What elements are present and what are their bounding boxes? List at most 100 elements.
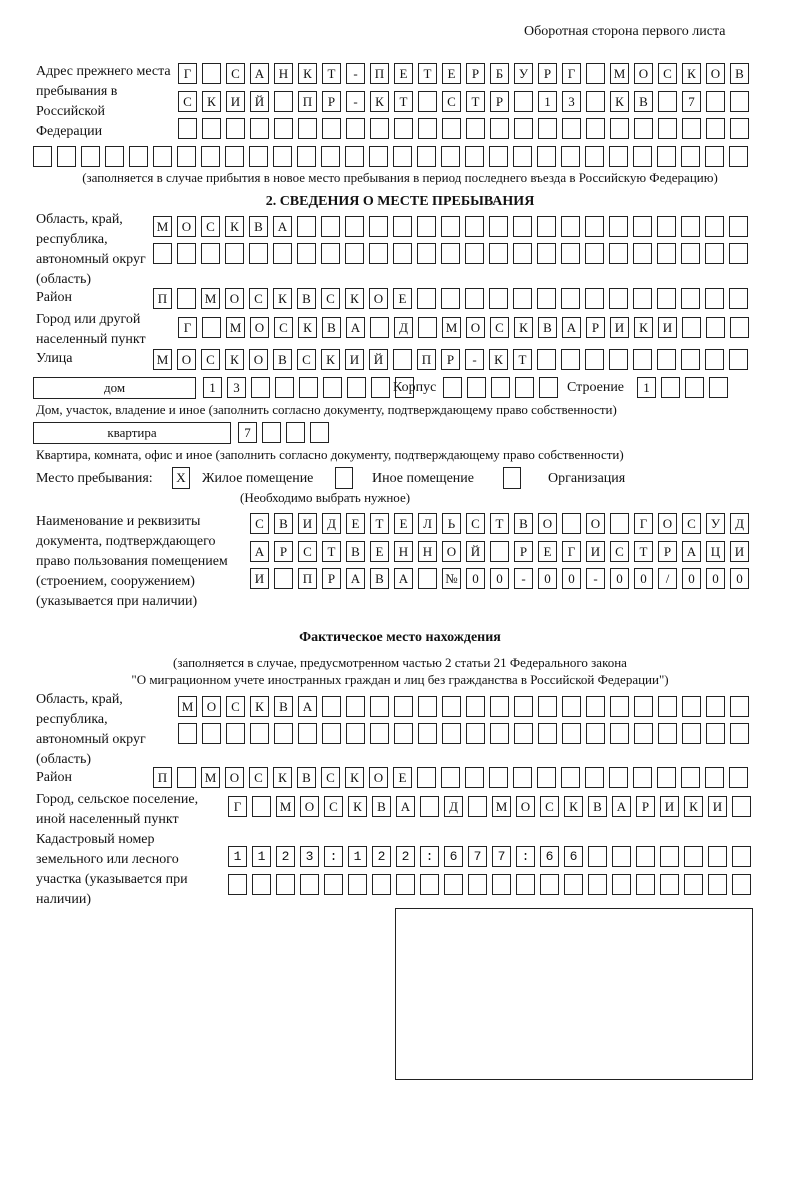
letter-cell[interactable] <box>585 767 604 788</box>
letter-cell[interactable] <box>514 118 533 139</box>
letter-cell[interactable]: О <box>442 541 461 562</box>
letter-cell[interactable] <box>370 723 389 744</box>
letter-cell[interactable] <box>684 874 703 895</box>
letter-cell[interactable]: К <box>564 796 583 817</box>
letter-cell[interactable] <box>393 146 412 167</box>
letter-cell[interactable] <box>129 146 148 167</box>
letter-cell[interactable] <box>202 723 221 744</box>
letter-cell[interactable]: К <box>202 91 221 112</box>
letter-cell[interactable]: В <box>297 288 316 309</box>
letter-cell[interactable] <box>228 846 247 867</box>
letter-cell[interactable] <box>660 846 679 867</box>
letter-cell[interactable] <box>466 723 485 744</box>
letter-cell[interactable] <box>585 288 604 309</box>
letter-cell[interactable]: А <box>562 317 581 338</box>
letter-cell[interactable] <box>562 723 581 744</box>
letter-cell[interactable]: К <box>682 63 701 84</box>
stay-residential-checkbox[interactable]: X <box>172 467 190 489</box>
letter-cell[interactable] <box>588 846 607 867</box>
letter-cell[interactable] <box>468 874 487 895</box>
letter-cell[interactable] <box>250 118 269 139</box>
letter-cell[interactable] <box>177 288 196 309</box>
letter-cell[interactable] <box>441 146 460 167</box>
letter-cell[interactable] <box>153 243 172 264</box>
letter-cell[interactable] <box>442 118 461 139</box>
letter-cell[interactable]: Т <box>322 63 341 84</box>
letter-cell[interactable] <box>465 288 484 309</box>
letter-cell[interactable] <box>418 317 437 338</box>
letter-cell[interactable] <box>252 874 271 895</box>
letter-cell[interactable] <box>537 288 556 309</box>
letter-cell[interactable] <box>153 146 172 167</box>
letter-cell[interactable]: А <box>273 216 292 237</box>
letter-cell[interactable] <box>346 696 365 717</box>
letter-cell[interactable] <box>492 874 511 895</box>
letter-cell[interactable]: О <box>300 796 319 817</box>
letter-cell[interactable]: 1 <box>538 91 557 112</box>
letter-cell[interactable]: В <box>370 568 389 589</box>
letter-cell[interactable] <box>660 874 679 895</box>
letter-cell[interactable]: О <box>658 513 677 534</box>
letter-cell[interactable] <box>321 216 340 237</box>
letter-cell[interactable]: К <box>514 317 533 338</box>
letter-cell[interactable] <box>586 696 605 717</box>
letter-cell[interactable]: К <box>273 767 292 788</box>
house-type-field[interactable]: дом <box>33 377 196 399</box>
letter-cell[interactable] <box>201 146 220 167</box>
letter-cell[interactable] <box>274 568 293 589</box>
letter-cell[interactable]: В <box>297 767 316 788</box>
letter-cell[interactable]: 1 <box>203 377 222 398</box>
letter-cell[interactable]: Т <box>513 349 532 370</box>
letter-cell[interactable]: Б <box>490 63 509 84</box>
letter-cell[interactable]: К <box>321 349 340 370</box>
letter-cell[interactable] <box>323 377 342 398</box>
letter-cell[interactable] <box>396 846 415 867</box>
letter-cell[interactable]: И <box>730 541 749 562</box>
letter-cell[interactable] <box>345 146 364 167</box>
letter-cell[interactable] <box>658 91 677 112</box>
letter-cell[interactable]: С <box>442 91 461 112</box>
letter-cell[interactable] <box>682 118 701 139</box>
letter-cell[interactable]: 0 <box>730 568 749 589</box>
letter-cell[interactable] <box>729 288 748 309</box>
letter-cell[interactable] <box>226 723 245 744</box>
letter-cell[interactable] <box>537 349 556 370</box>
letter-cell[interactable] <box>418 723 437 744</box>
letter-cell[interactable]: Т <box>466 91 485 112</box>
letter-cell[interactable] <box>442 723 461 744</box>
letter-cell[interactable]: № <box>442 568 461 589</box>
letter-cell[interactable]: В <box>372 796 391 817</box>
letter-cell[interactable] <box>251 377 270 398</box>
letter-cell[interactable]: 7 <box>682 91 701 112</box>
letter-cell[interactable] <box>250 723 269 744</box>
letter-cell[interactable] <box>418 696 437 717</box>
letter-cell[interactable] <box>609 146 628 167</box>
letter-cell[interactable] <box>516 846 535 867</box>
letter-cell[interactable] <box>732 796 751 817</box>
letter-cell[interactable] <box>586 63 605 84</box>
letter-cell[interactable] <box>299 377 318 398</box>
letter-cell[interactable]: М <box>610 63 629 84</box>
letter-cell[interactable] <box>609 288 628 309</box>
letter-cell[interactable] <box>514 723 533 744</box>
letter-cell[interactable] <box>681 146 700 167</box>
letter-cell[interactable] <box>418 118 437 139</box>
letter-cell[interactable]: Е <box>538 541 557 562</box>
letter-cell[interactable] <box>490 541 509 562</box>
letter-cell[interactable] <box>681 288 700 309</box>
letter-cell[interactable]: С <box>321 767 340 788</box>
letter-cell[interactable] <box>538 723 557 744</box>
letter-cell[interactable]: Д <box>730 513 749 534</box>
letter-cell[interactable] <box>372 846 391 867</box>
letter-cell[interactable]: О <box>249 349 268 370</box>
letter-cell[interactable]: К <box>348 796 367 817</box>
letter-cell[interactable] <box>321 243 340 264</box>
letter-cell[interactable] <box>202 63 221 84</box>
letter-cell[interactable]: И <box>298 513 317 534</box>
letter-cell[interactable] <box>465 767 484 788</box>
letter-cell[interactable] <box>561 349 580 370</box>
stay-other-checkbox[interactable] <box>335 467 353 489</box>
letter-cell[interactable] <box>276 874 295 895</box>
letter-cell[interactable] <box>370 696 389 717</box>
letter-cell[interactable] <box>393 216 412 237</box>
